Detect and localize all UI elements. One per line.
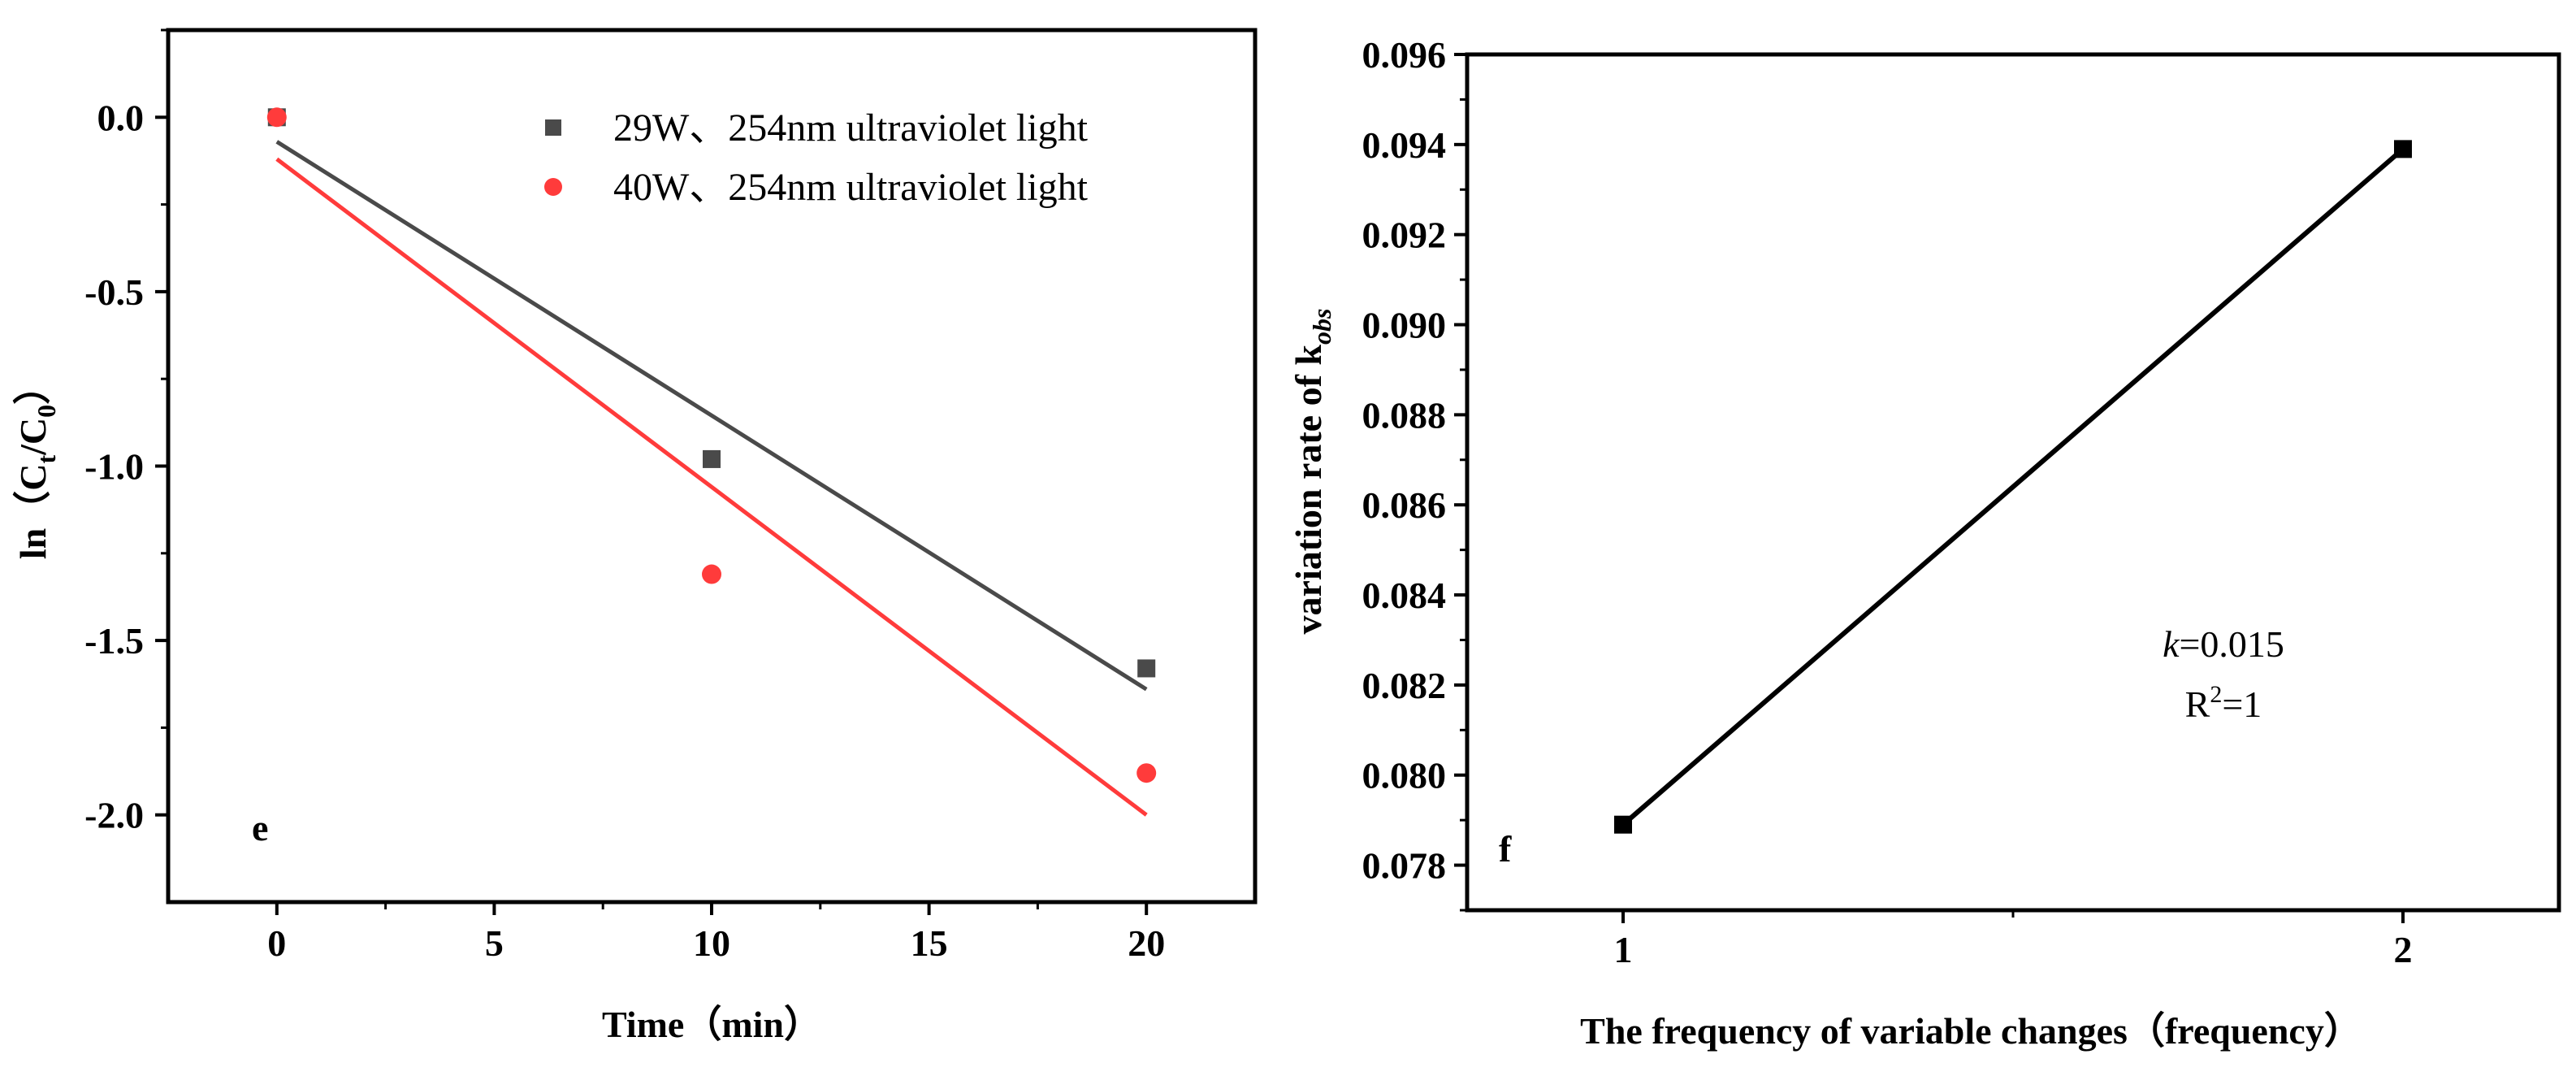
fit-line-40w [275, 157, 1148, 817]
y-tick-label-f: 0.086 [1362, 484, 1447, 526]
fit-lines-e [275, 140, 1148, 817]
slope-value: =0.015 [2179, 623, 2284, 665]
fit-line-29w [275, 140, 1148, 692]
data-point-40w [1136, 763, 1157, 783]
y-tick-label-f: 0.090 [1362, 305, 1447, 346]
data-points-f [1614, 140, 2412, 834]
slope-symbol: k [2163, 623, 2180, 665]
data-point-29w [703, 449, 721, 468]
data-point-f [2394, 140, 2412, 158]
y-tick-label-e: -2.0 [84, 795, 144, 836]
y-tick-label-e: -1.0 [84, 446, 144, 488]
legend-marker-40w [544, 178, 562, 196]
y-axis-title-e-end: ） [12, 367, 54, 405]
legend-marker-29w [545, 119, 561, 136]
y-tick-label-f: 0.096 [1362, 34, 1447, 76]
y-tick-label-f: 0.094 [1362, 124, 1447, 166]
x-tick-label-f: 1 [1614, 929, 1633, 970]
data-point-40w [702, 564, 721, 584]
y-tick-label-f: 0.080 [1362, 755, 1447, 796]
y-axis-title-e-mid: /C [12, 418, 54, 456]
r-value: =1 [2222, 683, 2262, 725]
x-tick-label-e: 5 [485, 922, 504, 964]
x-tick-label-e: 0 [267, 922, 286, 964]
r-exponent: 2 [2210, 681, 2222, 708]
x-tick-label-e: 20 [1128, 922, 1165, 964]
y-tick-label-e: -1.5 [84, 620, 144, 662]
chart-panel-e: 0 5 10 15 20 0.0 -0.5 -1.0 -1.5 -2.0 29W、254nm u… [12, 28, 1258, 1045]
data-point-29w [1137, 659, 1156, 678]
r-squared-annotation: R2=1 [2185, 681, 2262, 725]
y-axis-title-e: ln（Ct/C0） [12, 367, 61, 559]
legend-label-40w: 40W、254nm ultraviolet light [613, 166, 1089, 209]
y-axis-title-f-main: variation rate of k [1288, 345, 1329, 635]
y-ticks-e: 0.0 -0.5 -1.0 -1.5 -2.0 [84, 28, 168, 836]
y-tick-label-e: -0.5 [84, 271, 144, 313]
y-axis-title-e-sub2: 0 [32, 405, 61, 418]
y-tick-label-f: 0.084 [1362, 575, 1447, 616]
data-point-40w [266, 107, 287, 128]
series-line-f [1621, 147, 2405, 827]
panel-label-f: f [1499, 828, 1512, 870]
slope-annotation: k=0.015 [2163, 623, 2284, 665]
x-tick-label-e: 15 [911, 922, 948, 964]
x-axis-title-f: The frequency of variable changes（freque… [1580, 1010, 2362, 1052]
y-axis-title-f: variation rate of kobs [1288, 309, 1336, 635]
plot-frame-f [1465, 52, 2561, 913]
data-point-f [1614, 815, 1632, 834]
x-tick-label-f: 2 [2394, 929, 2413, 970]
y-tick-label-f: 0.078 [1362, 845, 1447, 887]
legend: 29W、254nm ultraviolet light 40W、254nm ul… [544, 106, 1089, 209]
y-tick-label-f: 0.092 [1362, 215, 1447, 256]
y-tick-label-f: 0.082 [1362, 665, 1447, 706]
panel-label-e: e [252, 807, 268, 848]
x-tick-label-e: 10 [693, 922, 730, 964]
y-axis-title-e-main: ln（C [12, 464, 54, 560]
y-axis-title-e-sub1: t [32, 455, 61, 464]
r-symbol: R [2185, 683, 2210, 725]
y-axis-title-f-sub: obs [1307, 309, 1336, 345]
y-ticks-f: 0.078 0.080 0.082 0.084 0.086 0.088 0.090 0.092… [1362, 34, 1467, 912]
legend-label-29w: 29W、254nm ultraviolet light [613, 106, 1089, 150]
data-points-e [266, 107, 1157, 783]
x-ticks-e: 0 5 10 15 20 [267, 902, 1165, 964]
y-tick-label-f: 0.088 [1362, 394, 1447, 436]
x-axis-title-e: Time（min） [602, 1004, 821, 1045]
y-tick-label-e: 0.0 [97, 97, 145, 138]
series-line [1621, 147, 2405, 827]
